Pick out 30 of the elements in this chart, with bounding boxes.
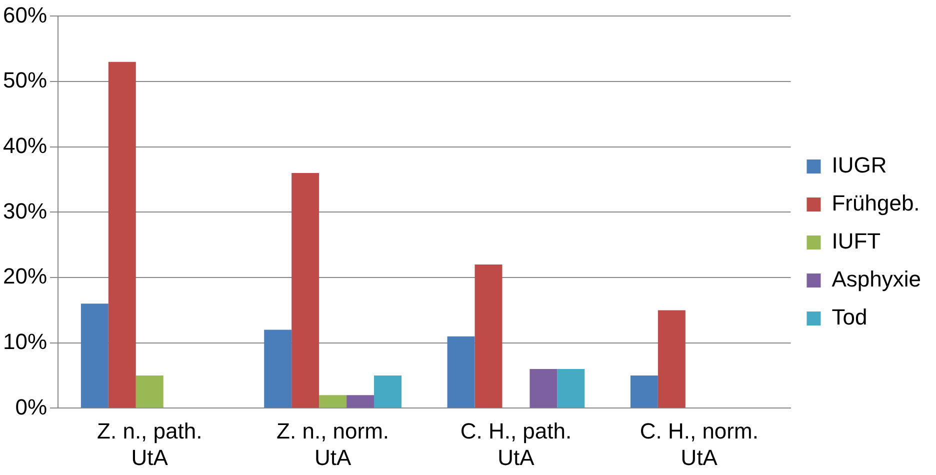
legend-label: Asphyxie bbox=[832, 266, 922, 292]
x-tick-label: Z. n., norm. UtA bbox=[276, 418, 390, 470]
bar bbox=[474, 264, 502, 408]
y-tick-label: 20% bbox=[2, 264, 48, 289]
legend-label: Frühgeb. bbox=[832, 190, 920, 216]
bar bbox=[630, 376, 658, 408]
legend-label: Tod bbox=[832, 304, 868, 330]
y-tick-label: 50% bbox=[2, 68, 48, 93]
y-tick-label: 10% bbox=[2, 328, 48, 354]
y-tick-label: 0% bbox=[15, 394, 48, 420]
legend-label: IUGR bbox=[832, 152, 887, 178]
y-tick-label: 40% bbox=[2, 132, 48, 158]
bar bbox=[108, 62, 136, 408]
bar bbox=[292, 173, 320, 408]
x-tick-label: C. H., path. UtA bbox=[460, 418, 572, 470]
y-tick-label: 60% bbox=[2, 2, 48, 28]
bar bbox=[264, 330, 292, 408]
bar bbox=[346, 395, 374, 408]
bar bbox=[374, 376, 402, 408]
bar bbox=[557, 369, 585, 408]
legend-label: IUFT bbox=[832, 228, 881, 254]
bar bbox=[530, 369, 558, 408]
x-tick-label: C. H., norm. UtA bbox=[640, 418, 758, 470]
bar bbox=[658, 310, 686, 408]
bar bbox=[319, 395, 347, 408]
bar bbox=[80, 304, 108, 408]
y-tick-label: 30% bbox=[2, 198, 48, 224]
x-tick-label: Z. n., path. UtA bbox=[97, 418, 202, 470]
bar bbox=[447, 336, 475, 408]
bar bbox=[136, 376, 164, 408]
